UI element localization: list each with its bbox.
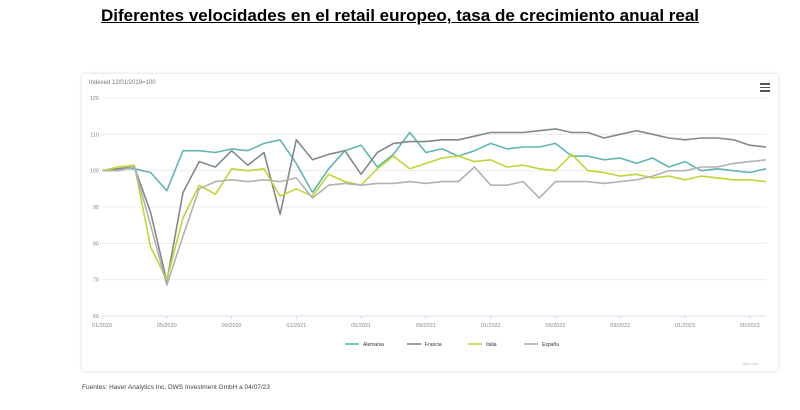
y-tick-label: 100 <box>90 169 99 175</box>
series-line-españa <box>102 159 767 286</box>
series-line-italia <box>101 153 767 281</box>
x-tick-label: 09/2022 <box>610 323 630 329</box>
x-tick-label: 09/2021 <box>416 323 436 329</box>
legend-label: Alemania <box>363 342 384 348</box>
y-tick-label: 120 <box>90 96 99 102</box>
chart-card: Indexed 12/01/2019=100 60 70 80 90 100 110 120… <box>82 74 778 371</box>
chart-svg: 60 70 80 90 100 110 120 01/2020 05/2020 09/2020 01… <box>90 96 767 348</box>
source-note: Fuentes: Haver Analytics Inc, DWS Invest… <box>82 384 270 391</box>
x-tick-label: 01/2021 <box>286 323 306 329</box>
x-tick-label: 09/2020 <box>222 323 242 329</box>
series-line-francia <box>101 128 767 283</box>
y-tick-label: 110 <box>90 132 99 138</box>
x-tick-label: 05/2021 <box>351 323 371 329</box>
legend-label: España <box>542 342 559 348</box>
x-tick-label: 01/2023 <box>675 323 695 329</box>
y-tick-label: 60 <box>93 314 99 320</box>
y-tick-label: 80 <box>93 241 99 247</box>
x-tick-label: 05/2023 <box>740 323 760 329</box>
y-tick-label: 70 <box>93 278 99 284</box>
page-title: Diferentes velocidades en el retail euro… <box>100 6 700 25</box>
chart-credit: dws.com <box>743 361 759 366</box>
x-tick-label: 05/2022 <box>546 323 566 329</box>
y-tick-label: 90 <box>93 205 99 211</box>
legend-label: Italia <box>486 342 497 348</box>
series-line-alemania <box>101 131 767 194</box>
chart-subtitle: Indexed 12/01/2019=100 <box>89 80 156 86</box>
x-tick-label: 01/2022 <box>481 323 501 329</box>
x-tick-label: 05/2020 <box>157 323 177 329</box>
legend-label: Francia <box>425 342 442 348</box>
x-tick-label: 01/2020 <box>92 323 112 329</box>
hamburger-menu-icon[interactable] <box>760 83 770 92</box>
